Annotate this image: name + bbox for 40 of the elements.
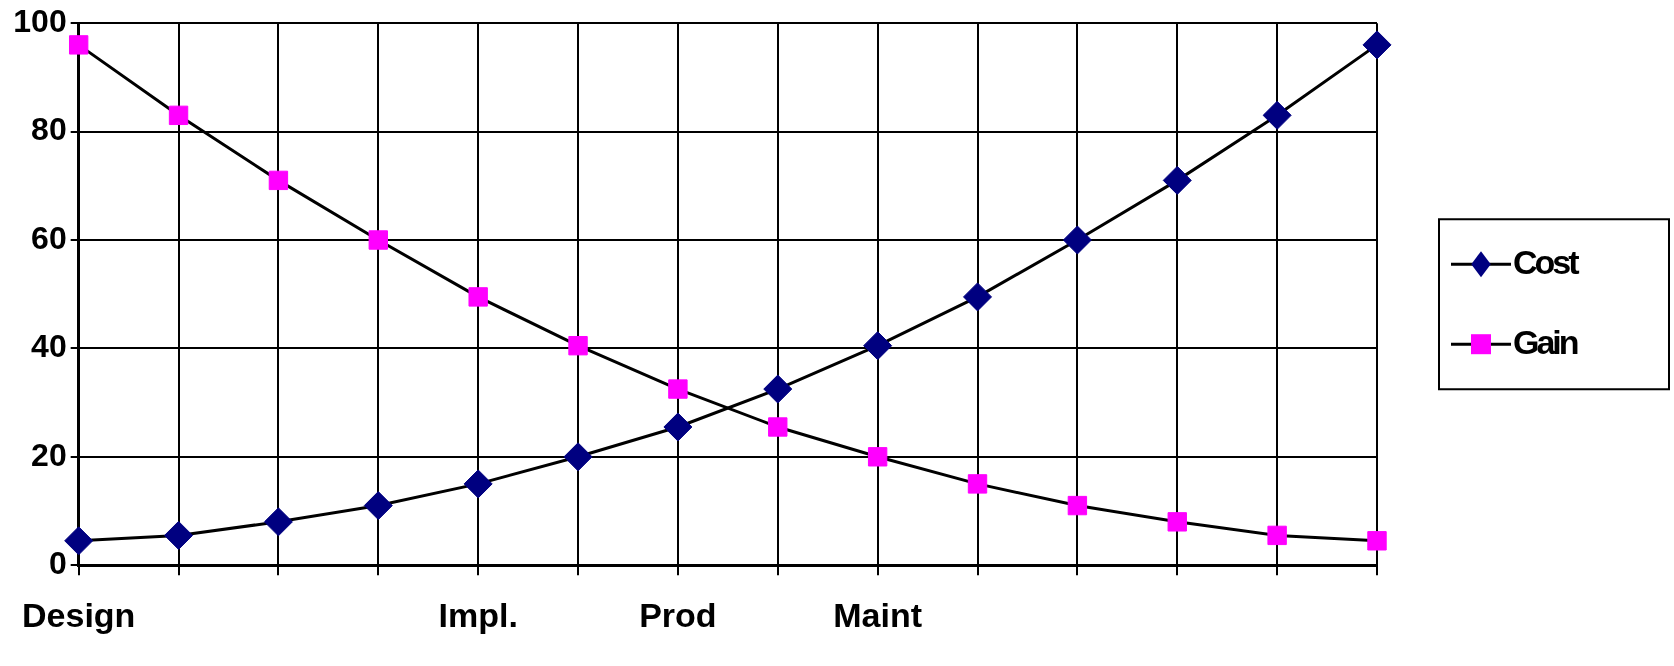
- point: [663, 412, 693, 442]
- point: [1167, 512, 1187, 532]
- point: [263, 507, 293, 537]
- point: [1267, 525, 1287, 546]
- point: [1067, 495, 1088, 516]
- legend-label: Gain: [1513, 322, 1578, 361]
- point: [563, 442, 593, 472]
- point: [164, 520, 194, 550]
- point: [468, 287, 488, 307]
- point: [1362, 30, 1392, 60]
- point: [268, 170, 289, 191]
- x-tick-label: Impl.: [438, 595, 518, 634]
- point: [568, 336, 588, 356]
- point: [768, 417, 788, 437]
- point: [1367, 531, 1387, 551]
- point: [363, 491, 393, 521]
- point: [168, 105, 189, 126]
- point: [463, 469, 493, 499]
- point: [863, 331, 893, 361]
- point: [64, 526, 94, 556]
- point: [1062, 225, 1092, 255]
- point: [963, 282, 993, 312]
- x-tick-label: Maint: [833, 595, 923, 634]
- point: [68, 35, 89, 55]
- point: [368, 230, 388, 250]
- point: [668, 379, 688, 399]
- x-tick-label: Prod: [639, 595, 717, 634]
- point: [1262, 100, 1292, 130]
- point: [967, 474, 988, 494]
- y-tick-label: 80: [31, 111, 67, 148]
- point: [1162, 165, 1192, 195]
- y-tick-label: 100: [13, 3, 67, 40]
- x-tick-label: Design: [22, 595, 136, 634]
- point: [867, 447, 888, 467]
- y-tick-label: 0: [48, 545, 67, 582]
- point: [763, 374, 793, 404]
- y-tick-label: 20: [31, 436, 67, 473]
- legend-label: Cost: [1513, 242, 1580, 281]
- y-tick-label: 60: [31, 219, 67, 256]
- y-tick-label: 40: [31, 328, 67, 365]
